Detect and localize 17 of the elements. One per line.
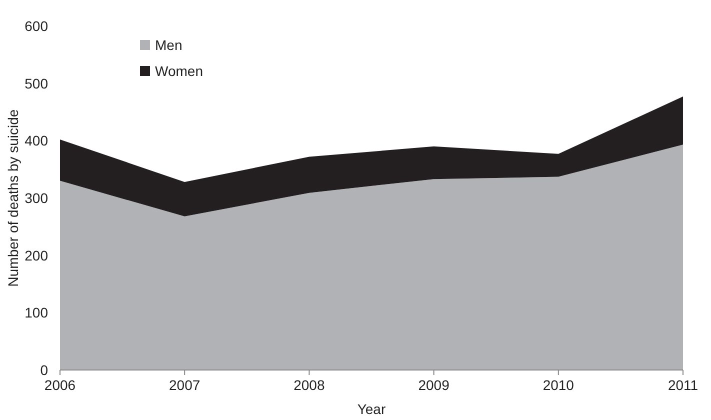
x-tick-label: 2009 [418, 377, 450, 393]
legend-label: Women [155, 63, 203, 79]
x-tick-label: 2011 [668, 377, 698, 393]
y-axis-title: Number of deaths by suicide [5, 109, 21, 287]
y-tick-label: 0 [40, 362, 48, 378]
x-tick-label: 2007 [169, 377, 200, 393]
x-tick-label: 2008 [294, 377, 325, 393]
y-tick-label: 100 [24, 304, 48, 321]
x-axis-title: Year [357, 401, 386, 417]
x-tick-label: 2006 [44, 377, 76, 393]
y-tick-label: 300 [24, 190, 48, 206]
x-tick-label: 2010 [542, 377, 574, 393]
y-tick-label: 200 [24, 247, 48, 264]
y-tick-label: 600 [24, 18, 48, 34]
legend-label: Men [155, 37, 182, 53]
y-tick-label: 500 [24, 75, 48, 92]
y-tick-label: 400 [24, 132, 48, 149]
